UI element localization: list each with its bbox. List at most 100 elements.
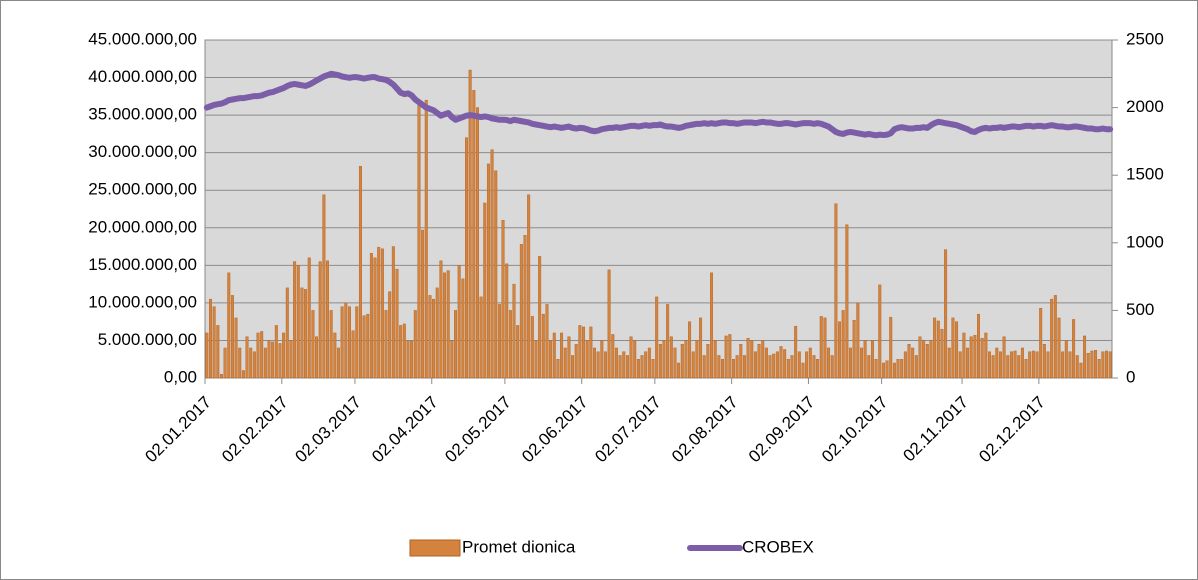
y-tick-label: 15.000.000,00: [88, 255, 197, 274]
bar: [369, 253, 373, 379]
bar: [790, 355, 794, 379]
bar: [614, 347, 618, 379]
bar: [406, 340, 410, 379]
bar: [1002, 336, 1006, 379]
bar: [582, 326, 586, 379]
bar: [304, 289, 308, 379]
y-tick-label: 20.000.000,00: [88, 217, 197, 236]
bar: [337, 347, 340, 379]
bar: [388, 291, 392, 379]
bar: [516, 325, 520, 379]
bar: [523, 235, 527, 379]
bar: [673, 347, 677, 379]
bar: [1090, 350, 1094, 379]
bar: [527, 194, 531, 379]
y-tick-label: 40.000.000,00: [88, 67, 197, 86]
bar: [629, 336, 633, 379]
bar: [918, 336, 922, 379]
bar: [472, 90, 476, 379]
bar: [633, 340, 637, 379]
bar: [1068, 351, 1072, 379]
bar: [596, 351, 600, 379]
bar: [805, 351, 809, 379]
bar: [508, 310, 512, 379]
bar: [249, 347, 253, 379]
bar: [929, 340, 933, 379]
bar: [713, 340, 717, 379]
bar: [1094, 350, 1098, 379]
bar: [739, 344, 743, 379]
bar: [1035, 351, 1039, 379]
bar: [417, 105, 421, 379]
bar: [728, 334, 732, 379]
bar: [644, 351, 648, 379]
bar: [1097, 359, 1101, 379]
bar: [234, 317, 238, 379]
legend-label: Promet dionica: [462, 537, 576, 556]
bar: [830, 355, 834, 379]
bar: [1039, 307, 1043, 379]
y2-tick-label: 0: [1126, 367, 1135, 386]
bar: [856, 302, 860, 379]
bar: [991, 355, 995, 379]
bar: [892, 362, 896, 379]
bar: [541, 313, 545, 379]
bar: [230, 295, 234, 379]
bar: [443, 272, 447, 379]
bar: [245, 336, 249, 379]
bar: [1031, 350, 1035, 379]
bar: [578, 325, 582, 379]
y-tick-label: 30.000.000,00: [88, 142, 197, 161]
bar: [625, 355, 629, 379]
bar: [973, 334, 977, 379]
bar: [695, 340, 699, 379]
bar: [925, 344, 929, 379]
bar: [699, 317, 703, 379]
bar: [603, 351, 607, 379]
bar: [764, 347, 768, 379]
bar: [457, 265, 461, 379]
bar: [1046, 351, 1050, 379]
bar: [501, 220, 505, 379]
bar: [1050, 298, 1054, 379]
bar: [677, 362, 681, 379]
bar: [819, 316, 823, 379]
legend-label: CROBEX: [742, 537, 814, 556]
bar: [933, 317, 937, 379]
bar: [560, 332, 564, 379]
bar: [465, 137, 468, 379]
bar: [797, 351, 801, 379]
bar: [1105, 350, 1108, 379]
line: [203, 70, 1114, 139]
bar: [505, 263, 509, 379]
bar: [563, 347, 567, 379]
bar: [267, 340, 271, 379]
bar: [940, 328, 944, 379]
bar: [881, 362, 885, 379]
bar: [988, 351, 991, 379]
bar: [794, 325, 798, 379]
bar: [424, 99, 428, 379]
bar: [216, 325, 220, 379]
bar: [845, 224, 849, 379]
bar: [955, 321, 959, 379]
bar: [1083, 335, 1087, 379]
bar: [534, 340, 538, 379]
bar: [717, 355, 721, 379]
bar: [867, 355, 871, 379]
bar: [812, 355, 816, 379]
bar: [318, 261, 322, 379]
bar: [212, 306, 216, 379]
bar: [1064, 340, 1068, 379]
bar: [680, 344, 684, 379]
bar: [977, 313, 980, 379]
bar: [494, 170, 498, 379]
bar: [600, 340, 604, 379]
bar: [366, 313, 370, 379]
bar: [439, 260, 443, 379]
bar: [278, 343, 282, 379]
bar: [252, 351, 256, 379]
bar: [1020, 347, 1024, 379]
bar: [907, 344, 911, 379]
